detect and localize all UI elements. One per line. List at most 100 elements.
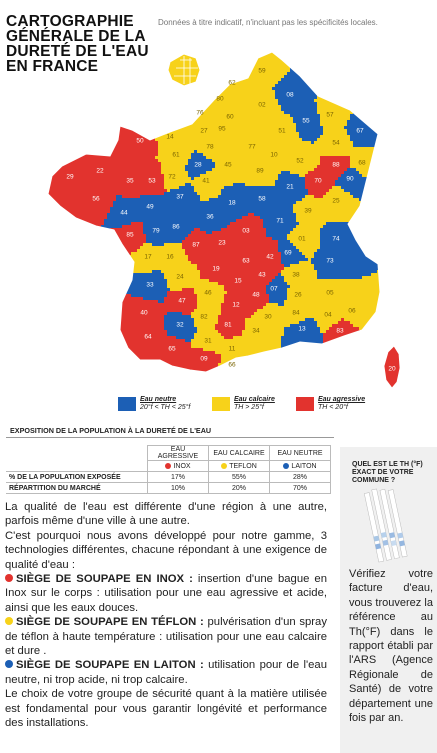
page-title: CARTOGRAPHIE GÉNÉRALE DE LA DURETÉ DE L'… [6,13,156,75]
department-label: 31 [204,338,212,345]
table-material-row: INOX TEFLON LAITON [6,460,331,472]
department-label: 95 [218,126,226,133]
legend-range: TH < 20°f [318,404,348,411]
paris-inset [167,53,201,87]
blue-dot-icon [283,462,290,469]
final-paragraph: Le choix de votre groupe de sécurité qua… [5,688,327,730]
department-label: 85 [126,232,134,239]
test-strips-illustration [363,488,408,563]
legend-swatch-yellow [212,397,230,411]
department-label: 40 [140,310,148,317]
col-header: EAU NEUTRE [269,445,331,461]
department-label: 45 [224,162,232,169]
department-label: 17 [144,254,152,261]
department-label: 87 [192,242,200,249]
department-label: 37 [176,194,184,201]
legend-swatch-red [296,397,314,411]
department-label: 81 [224,322,232,329]
department-label: 32 [176,322,184,329]
title-line: CARTOGRAPHIE [6,13,134,30]
department-label: 35 [126,178,134,185]
legend-name: Eau neutre [140,396,177,403]
laiton-text: utilisation pour de l'eau neutre, ni tro… [5,659,327,686]
corsica-shape [383,345,401,389]
department-label: 89 [256,168,264,175]
title-line: DURETÉ DE L'EAU [6,43,149,60]
department-label: 34 [252,328,260,335]
department-label: 39 [304,208,312,215]
department-label: 07 [270,286,278,293]
department-label: 67 [356,128,364,135]
inox-paragraph: SIÈGE DE SOUPAPE EN INOX : insertion d'u… [5,572,327,615]
department-label: 78 [206,144,214,151]
legend-range: 20°f < TH < 25°f [140,404,191,411]
department-label: 29 [66,174,74,181]
department-label: 90 [346,176,354,183]
department-label: 02 [258,102,266,109]
department-label: 01 [298,236,306,243]
department-label: 13 [298,326,306,333]
department-cells [48,52,380,372]
sidebar-panel: QUEL EST LE TH (°F) EXACT DE VOTRE COMMU… [340,447,437,753]
department-label: 63 [242,258,250,265]
legend-item-neutre: Eau neutre 20°f < TH < 25°f [118,392,190,416]
table-cell: 10% [147,482,209,494]
red-dot-icon [165,462,172,469]
france-outline [47,51,381,373]
department-label: 30 [264,314,272,321]
department-label: 21 [286,184,294,191]
department-label: 20 [388,366,396,373]
exposition-table: EAU AGRESSIVE EAU CALCAIRE EAU NEUTRE IN… [6,445,331,494]
table-row: % DE LA POPULATION EXPOSÉE 17% 55% 28% [6,471,331,483]
department-label: 11 [229,346,236,353]
sidebar-question: QUEL EST LE TH (°F) EXACT DE VOTRE COMMU… [352,461,423,484]
department-label: 41 [202,178,210,185]
department-label: 70 [314,178,322,185]
department-label: 68 [358,160,366,167]
department-label: 84 [292,310,300,317]
department-label: 09 [200,356,208,363]
legend-swatch-blue [118,397,136,411]
department-label: 65 [168,346,176,353]
department-label: 64 [144,334,152,341]
teflon-paragraph: SIÈGE DE SOUPAPE EN TÉFLON : pulvérisati… [5,615,327,658]
legend-name: Eau agressive [318,396,366,403]
table-cell: 55% [208,471,270,483]
material-cell: TEFLON [208,460,270,472]
department-label: 36 [206,214,214,221]
department-label: 16 [166,254,174,261]
exposition-title: EXPOSITION DE LA POPULATION À LA DURETÉ … [10,426,212,435]
department-label: 28 [194,162,202,169]
department-label: 86 [172,224,180,231]
inox-text: insertion d'une bague en Inox sur le cor… [5,573,327,614]
teflon-text: pulvérisation d'un spray de téflon à hau… [5,616,327,658]
table-cell: 20% [208,482,270,494]
intro-paragraph: La qualité de l'eau est différente d'une… [5,501,327,528]
teflon-title: SIÈGE DE SOUPAPE EN TÉFLON : [16,616,204,629]
table-cell: 70% [269,482,331,494]
department-label: 42 [266,254,274,261]
exposition-divider [6,437,334,438]
department-label: 15 [234,278,242,285]
department-label: 14 [166,134,174,141]
legend-item-agressive: Eau agressive TH < 20°f [296,392,365,416]
material-cell: INOX [147,460,209,472]
row-header: RÉPARTITION DU MARCHÉ [6,482,148,494]
legend-name: Eau calcaire [234,396,275,403]
department-label: 04 [324,312,332,319]
department-label: 80 [216,96,224,103]
department-label: 51 [278,128,286,135]
department-label: 26 [294,292,302,299]
department-label: 18 [228,200,236,207]
title-line: EN FRANCE [6,58,99,75]
department-label: 12 [232,302,240,309]
legend-range: TH > 25°f [234,404,264,411]
department-label: 49 [146,204,154,211]
red-bullet-icon [5,574,13,583]
department-label: 52 [296,158,304,165]
department-label: 24 [176,274,184,281]
row-header: % DE LA POPULATION EXPOSÉE [6,471,148,483]
department-label: 22 [96,168,104,175]
blue-bullet-icon [5,660,13,669]
department-label: 46 [204,290,212,297]
